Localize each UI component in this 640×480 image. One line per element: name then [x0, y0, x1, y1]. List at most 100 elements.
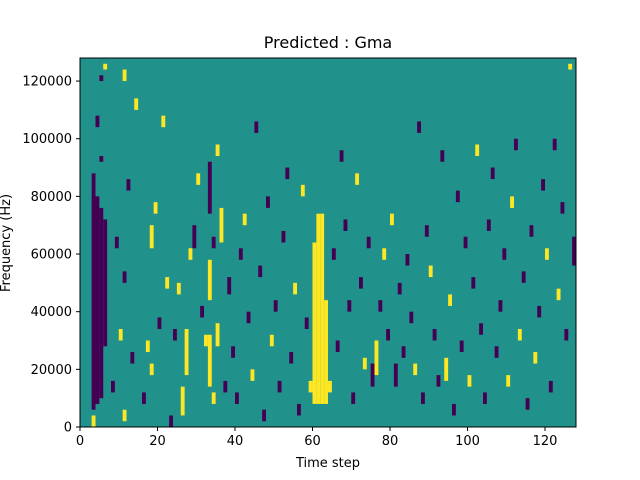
heatmap-cell [424, 225, 429, 237]
heatmap-cell [211, 392, 216, 404]
heatmap-cell [525, 398, 530, 410]
heatmap-cell [277, 380, 282, 393]
heatmap-cell [293, 282, 298, 295]
heatmap-cell [537, 305, 542, 318]
x-axis-label: Time step [295, 456, 360, 471]
heatmap-cell [269, 334, 274, 347]
heatmap-cell [238, 248, 243, 260]
heatmap-cell [401, 346, 406, 358]
heatmap-cell [417, 121, 422, 133]
heatmap-cell [564, 328, 569, 341]
heatmap-cell [552, 138, 557, 151]
heatmap-cell [122, 69, 127, 82]
heatmap-cell [455, 190, 460, 203]
heatmap-cell [390, 213, 394, 226]
y-tick-label: 20000 [31, 363, 72, 378]
heatmap-cell [258, 265, 263, 278]
heatmap-cell [289, 352, 294, 364]
heatmap-cell [215, 144, 220, 157]
heatmap-cell [560, 202, 565, 214]
heatmap-cell [304, 317, 309, 329]
heatmap-cell [421, 392, 425, 404]
heatmap-cell [192, 225, 197, 249]
heatmap-cell [328, 380, 332, 393]
heatmap-cell [382, 248, 387, 260]
heatmap-cell [444, 357, 449, 381]
heatmap-cells [91, 63, 577, 427]
heatmap-cell [207, 334, 212, 387]
heatmap-cell [211, 236, 216, 249]
heatmap-cell [122, 409, 127, 422]
heatmap-cell [250, 369, 255, 381]
heatmap-cell [103, 219, 108, 347]
heatmap-cell [514, 138, 518, 151]
heatmap-cell [184, 328, 189, 376]
heatmap-cell [130, 352, 135, 364]
heatmap-cell [118, 328, 123, 341]
plot-frame [79, 57, 577, 428]
heatmap-cell [405, 254, 410, 266]
heatmap-cell [157, 317, 162, 329]
heatmap-cell [316, 213, 321, 404]
heatmap-cell [320, 213, 325, 404]
heatmap-cell [483, 392, 487, 404]
heatmap-cell [331, 248, 336, 260]
x-tick-label: 0 [76, 434, 84, 449]
y-tick-label: 60000 [31, 248, 72, 263]
heatmap-cell [448, 294, 453, 306]
heatmap-cell [122, 271, 127, 283]
heatmap-cell [351, 392, 356, 404]
x-tick-label: 20 [149, 434, 166, 449]
heatmap-cell [498, 300, 503, 312]
heatmap-cell [510, 196, 515, 208]
heatmap-cell [521, 271, 526, 283]
heatmap-cell [312, 242, 317, 404]
heatmap-cell [370, 363, 375, 387]
heatmap-cell [440, 150, 445, 162]
heatmap-cell [355, 173, 360, 185]
heatmap-cell [428, 265, 433, 278]
heatmap-cell [545, 248, 549, 260]
heatmap-cell [467, 375, 472, 387]
heatmap-cell [281, 230, 286, 243]
heatmap-cell [207, 259, 212, 301]
x-tick-label: 100 [455, 434, 480, 449]
heatmap-cell [413, 363, 418, 376]
heatmap-cell [324, 300, 329, 404]
heatmap-cell [409, 311, 414, 324]
heatmap-cell [180, 386, 185, 416]
y-tick-label: 100000 [22, 132, 72, 147]
heatmap-cell [533, 352, 538, 364]
heatmap-cell [297, 403, 301, 416]
heatmap-cell [176, 282, 181, 295]
heatmap-cell [149, 363, 154, 376]
heatmap-cell [556, 288, 561, 301]
y-tick-label: 40000 [31, 305, 72, 320]
heatmap-cell [91, 173, 96, 410]
heatmap-cell [479, 323, 484, 335]
y-tick-label: 120000 [22, 75, 72, 90]
heatmap-cell [223, 380, 228, 393]
heatmap-cell [99, 156, 104, 162]
heatmap-cell [463, 236, 468, 249]
heatmap-cell [99, 207, 104, 399]
heatmap-cell [285, 167, 290, 180]
heatmap-cell [343, 219, 348, 231]
heatmap-cell [378, 300, 383, 312]
heatmap-cell [366, 236, 371, 249]
heatmap-cell [436, 375, 441, 387]
heatmap-cell [362, 357, 367, 370]
heatmap-cell [95, 115, 100, 128]
heatmap-cell [153, 202, 158, 214]
heatmap-cell [254, 121, 259, 133]
heatmap-cell [506, 375, 511, 387]
x-tick-label: 80 [382, 434, 399, 449]
heatmap-cell [173, 328, 177, 341]
heatmap-cell [188, 248, 193, 260]
heatmap-cell [397, 282, 402, 295]
heatmap-cell [548, 380, 553, 393]
heatmap-cell [494, 346, 499, 358]
heatmap-cell [308, 380, 313, 393]
y-tick-label: 0 [64, 421, 72, 436]
